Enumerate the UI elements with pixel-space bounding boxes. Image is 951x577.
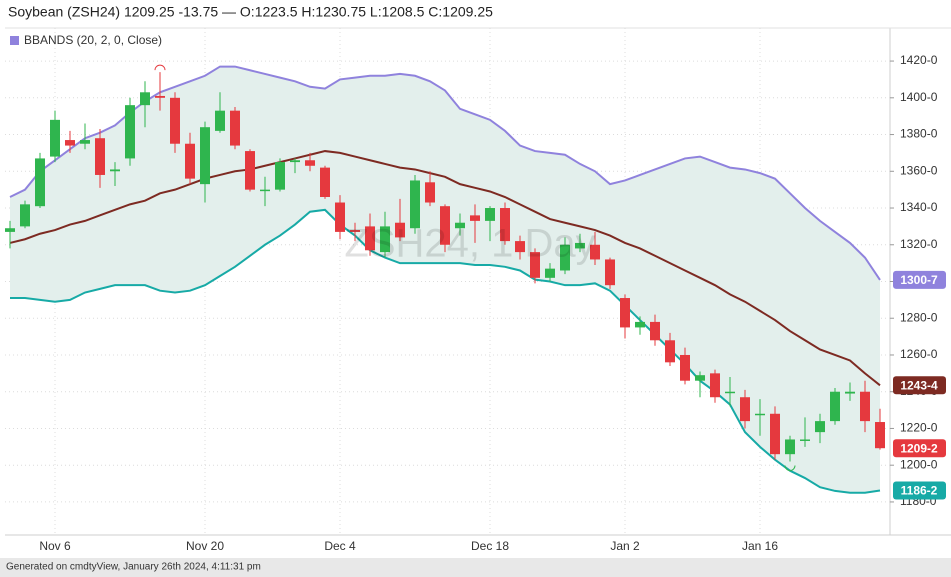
candle-body bbox=[575, 242, 585, 249]
band-line bbox=[9, 150, 881, 387]
candle-body bbox=[500, 208, 510, 242]
candle-body bbox=[740, 397, 750, 422]
band-line bbox=[10, 208, 881, 494]
candle-body bbox=[215, 110, 225, 131]
candle-body bbox=[155, 95, 165, 98]
y-tick-label: 1380-0 bbox=[900, 127, 938, 141]
price-badge bbox=[893, 481, 946, 500]
candle-body bbox=[455, 222, 465, 229]
candle-body bbox=[560, 244, 570, 271]
candle-body bbox=[620, 298, 630, 328]
candle-body bbox=[725, 391, 735, 394]
candle-body bbox=[410, 180, 420, 229]
price-badge bbox=[893, 439, 946, 458]
price-badge-label: 1300-7 bbox=[900, 273, 938, 287]
candle-body bbox=[50, 119, 60, 157]
candle-body bbox=[290, 160, 300, 163]
candle-body bbox=[95, 138, 105, 175]
candle-body bbox=[125, 105, 135, 159]
candle-body bbox=[845, 391, 855, 394]
candle-body bbox=[140, 92, 150, 106]
x-tick-label: Dec 18 bbox=[471, 539, 509, 553]
band-line bbox=[9, 65, 881, 281]
y-tick-label: 1360-0 bbox=[900, 163, 938, 177]
candle-body bbox=[65, 140, 75, 146]
x-tick-label: Dec 4 bbox=[324, 539, 356, 553]
candle-body bbox=[860, 391, 870, 422]
y-tick-label: 1220-0 bbox=[900, 421, 938, 435]
candle-body bbox=[515, 241, 525, 253]
candle-body bbox=[35, 158, 45, 207]
candle-body bbox=[815, 421, 825, 433]
candle-body bbox=[305, 160, 315, 166]
candle-body bbox=[530, 252, 540, 278]
legend-swatch bbox=[10, 36, 19, 45]
candle-body bbox=[605, 259, 615, 286]
candle-body bbox=[275, 162, 285, 190]
candle-body bbox=[20, 204, 30, 227]
candle-body bbox=[320, 167, 330, 197]
watermark: ZSH24, 1 Day bbox=[344, 222, 595, 266]
candle-body bbox=[680, 354, 690, 381]
candle-body bbox=[395, 222, 405, 238]
footer-text: Generated on cmdtyView, January 26th 202… bbox=[6, 562, 261, 573]
candle-body bbox=[695, 375, 705, 381]
candle-body bbox=[830, 391, 840, 422]
swing-high-marker bbox=[154, 64, 166, 71]
candle-body bbox=[425, 182, 435, 203]
candle-body bbox=[485, 208, 495, 221]
candle-body bbox=[710, 373, 720, 398]
y-tick-label: 1260-0 bbox=[900, 347, 938, 361]
footer-bar bbox=[0, 558, 951, 577]
candle-body bbox=[5, 228, 15, 232]
candle-body bbox=[755, 413, 765, 416]
candle-body bbox=[650, 321, 660, 341]
candle-body bbox=[875, 422, 885, 449]
legend-label: BBANDS (20, 2, 0, Close) bbox=[24, 33, 162, 47]
y-tick-label: 1400-0 bbox=[900, 90, 938, 104]
price-badge-label: 1243-4 bbox=[900, 378, 938, 392]
candle-body bbox=[380, 226, 390, 253]
y-tick-label: 1420-0 bbox=[900, 53, 938, 67]
candle-body bbox=[545, 268, 555, 278]
candle-body bbox=[440, 206, 450, 245]
price-badge bbox=[893, 376, 946, 395]
price-badge bbox=[893, 270, 946, 289]
candle-body bbox=[800, 439, 810, 441]
y-tick-label: 1340-0 bbox=[900, 200, 938, 214]
candle-body bbox=[230, 110, 240, 146]
candle-body bbox=[80, 140, 90, 144]
x-tick-label: Jan 16 bbox=[742, 539, 778, 553]
candle-body bbox=[785, 439, 795, 455]
candle-body bbox=[665, 340, 675, 363]
candle-body bbox=[110, 169, 120, 172]
candle-body bbox=[365, 226, 375, 251]
candle-body bbox=[635, 321, 645, 328]
candle-body bbox=[200, 127, 210, 185]
candle-body bbox=[470, 215, 480, 221]
candle-body bbox=[350, 230, 360, 232]
x-tick-label: Nov 20 bbox=[186, 539, 224, 553]
x-tick-label: Nov 6 bbox=[39, 539, 71, 553]
candle-body bbox=[260, 189, 270, 192]
candle-body bbox=[170, 97, 180, 144]
price-badge-label: 1209-2 bbox=[900, 441, 938, 455]
plot-area bbox=[5, 28, 890, 535]
candle-body bbox=[185, 143, 195, 179]
y-tick-label: 1280-0 bbox=[900, 310, 938, 324]
x-tick-label: Jan 2 bbox=[610, 539, 640, 553]
y-tick-label: 1200-0 bbox=[900, 457, 938, 471]
candle-body bbox=[245, 151, 255, 190]
y-tick-label: 1320-0 bbox=[900, 237, 938, 251]
candle-body bbox=[590, 244, 600, 260]
chart-title: Soybean (ZSH24) 1209.25 -13.75 — O:1223.… bbox=[8, 4, 493, 20]
price-badge-label: 1186-2 bbox=[901, 484, 938, 498]
candle-body bbox=[770, 413, 780, 455]
swing-low-marker bbox=[784, 465, 796, 471]
candle-body bbox=[335, 202, 345, 232]
